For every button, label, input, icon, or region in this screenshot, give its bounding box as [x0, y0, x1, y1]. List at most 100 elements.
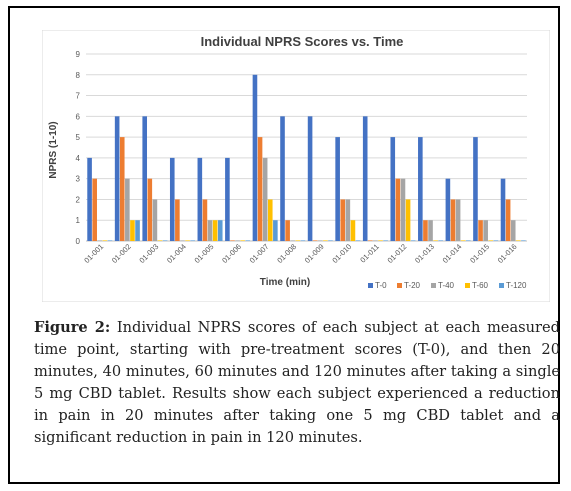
- bar-t-60-01-016: [516, 240, 521, 241]
- bar-t-0-01-002: [114, 116, 120, 241]
- bar-t-0-01-015: [473, 137, 478, 241]
- y-tick-label: 7: [76, 92, 81, 101]
- y-tick-label: 9: [76, 50, 81, 59]
- bar-t-120-01-016: [521, 240, 526, 241]
- bar-t-0-01-011: [362, 116, 368, 241]
- bar-t-40-01-015: [483, 220, 488, 241]
- bar-t-20-01-016: [505, 199, 511, 241]
- bar-chart: Individual NPRS Scores vs. Time NPRS (1-…: [42, 30, 550, 302]
- bar-t-120-01-015: [493, 240, 499, 241]
- figure-frame: Individual NPRS Scores vs. Time NPRS (1-…: [8, 6, 560, 484]
- bar-t-0-01-003: [142, 116, 148, 241]
- bar-t-0-01-005: [197, 157, 203, 241]
- bar-t-120-01-003: [162, 240, 168, 241]
- bar-t-20-01-008: [285, 220, 290, 241]
- bar-t-40-01-004: [180, 240, 185, 241]
- bar-t-20-01-010: [340, 199, 346, 241]
- y-tick-label: 4: [76, 154, 81, 163]
- bar-t-20-01-003: [147, 178, 153, 241]
- bar-t-20-01-002: [119, 137, 125, 241]
- bar-t-40-01-010: [345, 199, 351, 241]
- bar-t-20-01-015: [478, 220, 483, 241]
- bar-t-0-01-009: [307, 116, 313, 241]
- bar-t-0-01-007: [252, 74, 258, 242]
- bar-t-60-01-014: [460, 240, 466, 241]
- figure-caption: Figure 2: Individual NPRS scores of each…: [34, 317, 560, 449]
- chart-area: Individual NPRS Scores vs. Time NPRS (1-…: [42, 30, 550, 302]
- legend: T-0 T-20 T-40 T-60 T-120: [368, 281, 527, 290]
- bar-t-20-01-012: [395, 178, 401, 241]
- bar-t-40-01-005: [207, 220, 213, 241]
- bar-t-120-01-011: [383, 240, 388, 241]
- bar-t-120-01-005: [217, 220, 223, 241]
- bar-t-120-01-013: [438, 240, 444, 241]
- bar-t-20-01-007: [257, 137, 263, 241]
- bar-t-60-01-013: [433, 240, 438, 241]
- bar-t-20-01-004: [175, 199, 180, 241]
- bar-t-60-01-007: [267, 199, 273, 241]
- bar-t-20-01-011: [368, 240, 373, 241]
- x-axis-label: Time (min): [260, 277, 310, 288]
- bar-t-120-01-006: [245, 240, 251, 241]
- bar-t-120-01-010: [355, 240, 361, 241]
- legend-label-t-40: T-40: [438, 281, 455, 290]
- bar-t-40-01-013: [428, 220, 433, 241]
- bar-t-40-01-006: [235, 240, 240, 241]
- bar-t-60-01-005: [212, 220, 218, 241]
- legend-swatch-t-0: [368, 283, 373, 288]
- caption-text: Individual NPRS scores of each subject a…: [34, 319, 560, 446]
- bar-t-0-01-014: [445, 178, 451, 241]
- bar-t-120-01-004: [190, 240, 195, 241]
- y-tick-label: 8: [76, 71, 81, 80]
- bar-t-40-01-001: [97, 240, 103, 241]
- y-tick-label: 3: [76, 175, 81, 184]
- bar-t-120-01-002: [135, 220, 140, 241]
- bar-t-40-01-002: [125, 178, 130, 241]
- y-tick-label: 2: [76, 195, 81, 204]
- bar-t-40-01-011: [373, 240, 378, 241]
- bar-t-0-01-016: [500, 178, 506, 241]
- y-tick-label: 6: [76, 112, 81, 121]
- bar-t-20-01-006: [230, 240, 235, 241]
- bar-t-20-01-013: [423, 220, 428, 241]
- bar-t-20-01-009: [312, 240, 318, 241]
- y-tick-label: 1: [76, 216, 81, 225]
- legend-label-t-60: T-60: [472, 281, 489, 290]
- legend-label-t-120: T-120: [506, 281, 527, 290]
- legend-label-t-0: T-0: [375, 281, 387, 290]
- gridlines: [86, 53, 527, 242]
- bar-t-60-01-015: [488, 240, 494, 241]
- bar-t-60-01-012: [405, 199, 411, 241]
- bar-t-20-01-014: [450, 199, 456, 241]
- chart-title: Individual NPRS Scores vs. Time: [201, 34, 404, 49]
- bar-t-120-01-009: [328, 240, 333, 241]
- bar-t-60-01-006: [240, 240, 245, 241]
- bar-t-20-01-005: [202, 199, 208, 241]
- bar-t-120-01-007: [273, 220, 278, 241]
- legend-swatch-t-40: [431, 283, 436, 288]
- bar-t-40-01-014: [455, 199, 461, 241]
- legend-swatch-t-120: [499, 283, 504, 288]
- bar-t-60-01-004: [185, 240, 190, 241]
- y-tick-labels: 0 1 2 3 4 5 6 7 8 9: [76, 50, 81, 246]
- legend-label-t-20: T-20: [404, 281, 421, 290]
- bar-t-120-01-012: [410, 240, 416, 241]
- bars: [87, 74, 526, 242]
- legend-swatch-t-60: [465, 283, 470, 288]
- bar-t-60-01-011: [378, 240, 383, 241]
- bar-t-40-01-003: [152, 199, 158, 241]
- legend-swatch-t-20: [397, 283, 402, 288]
- bar-t-40-01-007: [262, 157, 268, 241]
- bar-t-120-01-014: [465, 240, 471, 241]
- bar-t-60-01-003: [157, 240, 163, 241]
- bar-t-120-01-001: [107, 240, 113, 241]
- bar-t-60-01-010: [350, 220, 356, 241]
- bar-t-0-01-013: [418, 137, 423, 241]
- y-tick-label: 5: [76, 133, 81, 142]
- bar-t-40-01-012: [400, 178, 406, 241]
- y-tick-label: 0: [76, 237, 81, 246]
- bar-t-120-01-008: [300, 240, 306, 241]
- bar-t-60-01-002: [130, 220, 135, 241]
- bar-t-0-01-010: [335, 137, 340, 241]
- bar-t-60-01-009: [323, 240, 328, 241]
